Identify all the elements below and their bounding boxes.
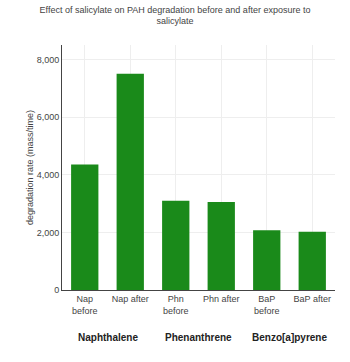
svg-text:8,000: 8,000 [37,55,60,65]
svg-text:4,000: 4,000 [37,170,60,180]
svg-text:0: 0 [54,285,59,295]
svg-text:BaPbefore: BaPbefore [254,294,280,316]
svg-text:BaP after: BaP after [294,294,331,304]
svg-text:Benzo[a]pyrene: Benzo[a]pyrene [252,332,327,343]
svg-text:Phn after: Phn after [203,294,240,304]
svg-text:Nap after: Nap after [112,294,149,304]
svg-text:6,000: 6,000 [37,112,60,122]
svg-text:degradation rate (mass/time): degradation rate (mass/time) [25,110,35,225]
svg-text:2,000: 2,000 [37,228,60,238]
svg-text:Naphthalene: Naphthalene [78,332,138,343]
svg-text:Napbefore: Napbefore [72,294,98,316]
svg-text:Effect of salicylate on PAH de: Effect of salicylate on PAH degradation … [40,5,311,27]
svg-text:Phnbefore: Phnbefore [163,294,189,316]
svg-text:Phenanthrene: Phenanthrene [165,332,232,343]
